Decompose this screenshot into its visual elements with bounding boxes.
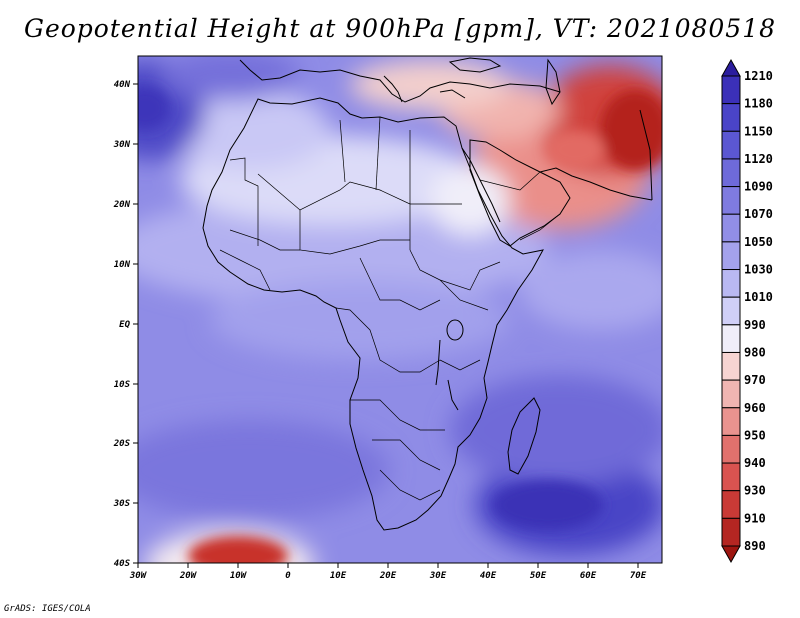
colorbar-swatch — [721, 269, 741, 298]
colorbar-swatch — [721, 517, 741, 547]
colorbar-level-label: 1210 — [744, 69, 773, 83]
x-tick-label: 40E — [480, 571, 497, 581]
y-tick-label: EQ — [119, 320, 130, 330]
axis-ticks — [133, 83, 639, 568]
x-tick-label: 20W — [179, 571, 198, 581]
colorbar-swatch — [721, 103, 741, 132]
colorbar: 1210 1180 1150 1120 1090 1070 1050 1030 1010 990 9… — [721, 58, 773, 564]
x-tick-label: 50E — [530, 571, 547, 581]
y-tick-label: 30N — [113, 140, 131, 150]
y-tick-label: 40N — [114, 80, 131, 90]
colorbar-top-arrow — [721, 58, 741, 77]
colorbar-swatch — [721, 158, 741, 188]
colorbar-swatch — [721, 186, 741, 215]
colorbar-swatch — [721, 351, 741, 381]
footer-credit: GrADS: IGES/COLA — [4, 604, 91, 614]
x-tick-label: 30E — [429, 571, 447, 581]
colorbar-swatch — [721, 462, 741, 492]
colorbar-level-label: 950 — [744, 428, 766, 442]
colorbar-level-label: 890 — [744, 539, 766, 553]
africa-coastline — [202, 97, 544, 531]
colorbar-level-label: 1070 — [744, 207, 773, 221]
colorbar-swatch — [721, 130, 741, 160]
y-tick-label: 30S — [113, 499, 131, 509]
y-tick-label: 20S — [113, 439, 131, 449]
x-tick-label: 70E — [630, 571, 647, 581]
colorbar-level-label: 910 — [744, 511, 766, 525]
coastlines — [202, 57, 653, 531]
colorbar-level-label: 1180 — [744, 97, 773, 111]
map-frame — [137, 55, 663, 564]
colorbar-level-label: 990 — [744, 318, 766, 332]
chart-title: Geopotential Height at 900hPa [gpm], VT:… — [23, 14, 777, 43]
colorbar-level-label: 1010 — [744, 290, 773, 304]
colorbar-swatch — [721, 490, 741, 519]
x-tick-label: 20E — [379, 571, 397, 581]
colorbar-swatch — [721, 296, 741, 326]
x-tick-label: 10W — [230, 571, 248, 581]
colorbar-level-label: 940 — [744, 456, 766, 470]
x-tick-label: 0 — [285, 571, 291, 581]
europe-coast — [239, 59, 561, 103]
madagascar — [507, 397, 541, 475]
y-tick-label: 40S — [114, 559, 131, 569]
y-tick-label: 10N — [114, 260, 131, 270]
colorbar-swatch — [721, 75, 741, 105]
y-tick-label: 20N — [113, 200, 131, 210]
colorbar-level-label: 980 — [744, 345, 766, 359]
y-axis-labels: 40N 30N 20N 10N EQ 10S 20S 30S 40S — [113, 80, 131, 569]
colorbar-bottom-arrow — [721, 545, 741, 564]
colorbar-level-label: 1030 — [744, 263, 773, 277]
colorbar-swatch — [721, 407, 741, 436]
country-borders — [219, 116, 561, 501]
geopotential-field — [138, 56, 662, 563]
colorbar-level-label: 1050 — [744, 235, 773, 249]
colorbar-swatch — [721, 434, 741, 464]
south-atlantic-low — [188, 536, 288, 563]
x-tick-label: 60E — [580, 571, 597, 581]
colorbar-swatch — [721, 324, 741, 353]
x-tick-label: 30W — [129, 571, 148, 581]
colorbar-level-label: 1150 — [744, 124, 773, 138]
colorbar-swatch — [721, 213, 741, 243]
colorbar-swatch — [721, 379, 741, 409]
colorbar-level-label: 1120 — [744, 152, 773, 166]
colorbar-swatch — [721, 241, 741, 271]
colorbar-level-label: 970 — [744, 373, 766, 387]
colorbar-level-label: 930 — [744, 484, 766, 498]
x-axis-labels: 30W 20W 10W 0 10E 20E 30E 40E 50E 60E 70… — [129, 571, 647, 581]
colorbar-level-label: 960 — [744, 401, 766, 415]
y-tick-label: 10S — [114, 380, 131, 390]
x-tick-label: 10E — [330, 571, 347, 581]
colorbar-level-label: 1090 — [744, 180, 773, 194]
